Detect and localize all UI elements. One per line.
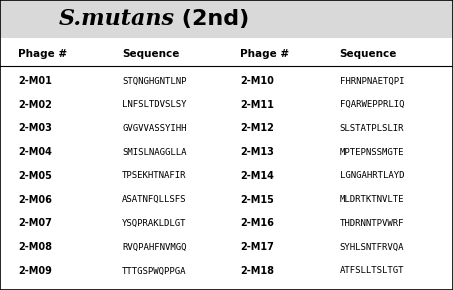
- Text: THDRNNTPVWRF: THDRNNTPVWRF: [340, 219, 404, 228]
- Text: 2-M09: 2-M09: [18, 266, 52, 276]
- Text: 2-M04: 2-M04: [18, 147, 52, 157]
- Text: 2-M14: 2-M14: [240, 171, 274, 181]
- Text: Sequence: Sequence: [340, 49, 397, 59]
- Text: (2nd): (2nd): [174, 9, 250, 29]
- Text: SMISLNAGGLLA: SMISLNAGGLLA: [122, 148, 187, 157]
- Text: 2-M17: 2-M17: [240, 242, 274, 252]
- Text: 2-M03: 2-M03: [18, 124, 52, 133]
- Text: Sequence: Sequence: [122, 49, 180, 59]
- Text: 2-M02: 2-M02: [18, 100, 52, 110]
- Text: 2-M12: 2-M12: [240, 124, 274, 133]
- Text: TPSEKHTNAFIR: TPSEKHTNAFIR: [122, 171, 187, 180]
- Text: 2-M05: 2-M05: [18, 171, 52, 181]
- Text: 2-M01: 2-M01: [18, 76, 52, 86]
- Text: STQNGHGNTLNP: STQNGHGNTLNP: [122, 77, 187, 86]
- Text: YSQPRAKLDLGT: YSQPRAKLDLGT: [122, 219, 187, 228]
- Text: Phage #: Phage #: [240, 49, 289, 59]
- Text: 2-M13: 2-M13: [240, 147, 274, 157]
- Text: 2-M16: 2-M16: [240, 218, 274, 229]
- Text: FHRNPNAETQPI: FHRNPNAETQPI: [340, 77, 404, 86]
- Text: MPTEPNSSMGTE: MPTEPNSSMGTE: [340, 148, 404, 157]
- Text: S.mutans: S.mutans: [58, 8, 174, 30]
- Text: GVGVVASSYIHH: GVGVVASSYIHH: [122, 124, 187, 133]
- Text: FQARWEPPRLIQ: FQARWEPPRLIQ: [340, 100, 404, 109]
- Text: LNFSLTDVSLSY: LNFSLTDVSLSY: [122, 100, 187, 109]
- Text: SYHLSNTFRVQA: SYHLSNTFRVQA: [340, 243, 404, 252]
- Text: ASATNFQLLSFS: ASATNFQLLSFS: [122, 195, 187, 204]
- Text: 2-M15: 2-M15: [240, 195, 274, 205]
- Text: 2-M10: 2-M10: [240, 76, 274, 86]
- Text: TTTGSPWQPPGA: TTTGSPWQPPGA: [122, 267, 187, 275]
- Text: 2-M07: 2-M07: [18, 218, 52, 229]
- Text: Phage #: Phage #: [18, 49, 67, 59]
- FancyBboxPatch shape: [0, 0, 453, 38]
- Text: RVQPAHFNVMGQ: RVQPAHFNVMGQ: [122, 243, 187, 252]
- Text: 2-M18: 2-M18: [240, 266, 274, 276]
- Text: LGNGAHRTLAYD: LGNGAHRTLAYD: [340, 171, 404, 180]
- Text: ATFSLLTSLTGT: ATFSLLTSLTGT: [340, 267, 404, 275]
- Text: 2-M08: 2-M08: [18, 242, 52, 252]
- Text: SLSTATPLSLIR: SLSTATPLSLIR: [340, 124, 404, 133]
- Text: 2-M11: 2-M11: [240, 100, 274, 110]
- Text: 2-M06: 2-M06: [18, 195, 52, 205]
- FancyBboxPatch shape: [0, 38, 453, 290]
- Text: MLDRTKTNVLTE: MLDRTKTNVLTE: [340, 195, 404, 204]
